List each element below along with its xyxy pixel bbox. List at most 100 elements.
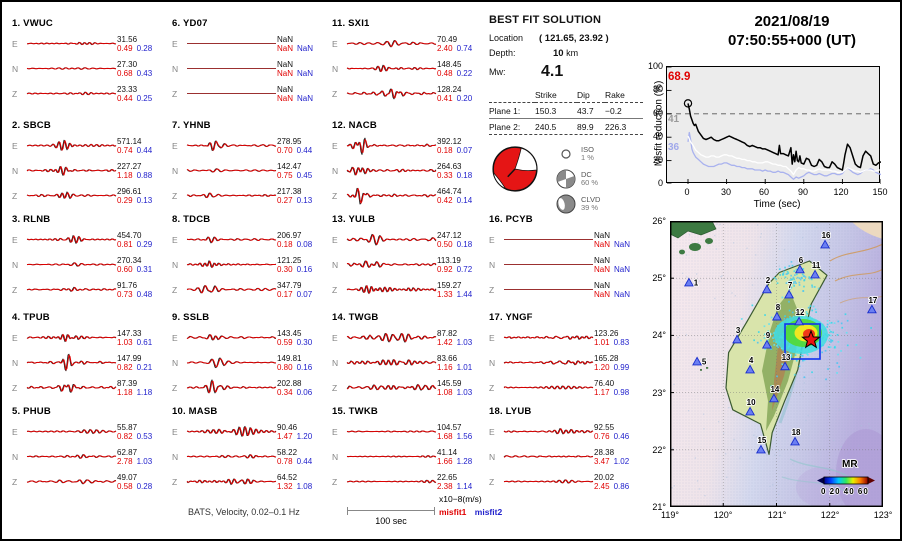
waveform-trace xyxy=(346,455,437,458)
channel-values: 464.74 0.42 0.14 xyxy=(437,187,485,205)
waveform-trace xyxy=(187,92,276,95)
channel-label: N xyxy=(332,451,339,462)
channel-values: 23.33 0.44 0.25 xyxy=(117,85,165,103)
amplitude-value: 91.76 xyxy=(117,280,138,290)
misfit1-value: 0.30 xyxy=(277,264,293,274)
station-panel-yhnb: 7. YHNB E 278.95 0.70 0.44 N 142.47 0.75 0.45 Z 21… xyxy=(172,120,326,208)
event-title: 2021/08/19 07:50:55+000 (UT) xyxy=(690,12,894,50)
waveform-trace xyxy=(504,263,593,266)
misfit2-value: NaN xyxy=(614,239,631,249)
waveform-trace xyxy=(186,454,277,459)
amplitude-value: 23.33 xyxy=(117,84,138,94)
misfit1-value: 0.34 xyxy=(277,387,293,397)
amplitude-value: 149.81 xyxy=(277,353,302,363)
channel-label: Z xyxy=(12,382,18,393)
station-title: 7. YHNB xyxy=(172,120,211,131)
channel-label: Z xyxy=(172,476,178,487)
channel-row-e: E 143.45 0.59 0.30 xyxy=(172,325,326,350)
misfit1-value: 0.81 xyxy=(117,239,133,249)
channel-label: E xyxy=(332,332,338,343)
channel-values: 28.38 3.47 1.02 xyxy=(594,448,642,466)
channel-label: Z xyxy=(332,190,338,201)
waveform-trace xyxy=(26,454,117,459)
amplitude-value: 165.28 xyxy=(594,353,619,363)
channel-values: 92.55 0.76 0.46 xyxy=(594,423,642,441)
station-title: 14. TWGB xyxy=(332,312,379,323)
channel-row-z: Z 87.39 1.18 1.18 xyxy=(12,375,166,400)
channel-label: Z xyxy=(332,284,338,295)
station-panel-tdcb: 8. TDCB E 206.97 0.18 0.08 N 121.25 0.30 0.16 Z 34… xyxy=(172,214,326,302)
station-panel-sslb: 9. SSLB E 143.45 0.59 0.30 N 149.81 0.80 0.16 Z 20… xyxy=(172,312,326,400)
misfit1-value: 2.38 xyxy=(437,481,453,491)
channel-label: Z xyxy=(489,382,495,393)
channel-values: 76.40 1.17 0.98 xyxy=(594,379,642,397)
waveform-trace xyxy=(346,333,437,343)
amplitude-value: 227.27 xyxy=(117,161,142,171)
misfit1-value: 1.68 xyxy=(437,431,453,441)
plane2-rake: 226.3 xyxy=(605,118,643,134)
waveform-trace xyxy=(186,140,277,152)
waveform-trace xyxy=(26,139,117,151)
channel-label: N xyxy=(332,259,339,270)
amplitude-value: 147.33 xyxy=(117,328,142,338)
misfit2-value: 1.02 xyxy=(613,456,630,466)
plane2-dip: 89.9 xyxy=(577,118,605,134)
channel-row-n: N 62.87 2.78 1.03 xyxy=(12,444,166,469)
misfit2-value: 1.20 xyxy=(296,431,313,441)
channel-values: 347.79 0.17 0.07 xyxy=(277,281,325,299)
misfit1-value: 1.01 xyxy=(594,337,610,347)
misfit1-value: 0.18 xyxy=(277,239,293,249)
station-title: 17. YNGF xyxy=(489,312,533,323)
channel-values: 247.12 0.50 0.18 xyxy=(437,231,485,249)
waveform-trace xyxy=(503,385,594,390)
misfit2-value: 0.86 xyxy=(613,481,630,491)
misfit1-value: NaN xyxy=(594,239,611,249)
waveform-trace xyxy=(346,359,437,366)
amplitude-value: 28.38 xyxy=(594,447,615,457)
channel-label: E xyxy=(172,234,178,245)
amplitude-value: 206.97 xyxy=(277,230,302,240)
misfit2-value: 0.13 xyxy=(296,195,313,205)
misfit2-value: 1.01 xyxy=(456,362,473,372)
channel-row-n: N 27.30 0.68 0.43 xyxy=(12,56,166,81)
channel-label: N xyxy=(332,357,339,368)
channel-label: E xyxy=(332,38,338,49)
misfit1-value: 0.76 xyxy=(594,431,610,441)
channel-values: 90.46 1.47 1.20 xyxy=(277,423,325,441)
misfit2-value: 0.07 xyxy=(296,289,313,299)
svg-text:2: 2 xyxy=(766,276,771,285)
channel-row-e: E 571.14 0.74 0.44 xyxy=(12,133,166,158)
svg-text:8: 8 xyxy=(776,303,781,312)
svg-text:4: 4 xyxy=(749,356,754,365)
misfit-x-axis-label: Time (sec) xyxy=(753,199,801,210)
misfit2-value: NaN xyxy=(297,68,314,78)
amplitude-value: 202.88 xyxy=(277,378,302,388)
misfit2-value: 0.99 xyxy=(613,362,630,372)
data-caption: BATS, Velocity, 0.02–0.1 Hz xyxy=(188,507,300,517)
misfit2-value: 0.44 xyxy=(296,145,313,155)
channel-label: Z xyxy=(172,88,178,99)
channel-row-z: Z 64.52 1.32 1.08 xyxy=(172,469,326,494)
waveform-trace xyxy=(186,379,277,394)
misfit2-value: 1.44 xyxy=(456,289,473,299)
amplitude-value: 31.56 xyxy=(117,34,138,44)
station-title: 13. YULB xyxy=(332,214,376,225)
channel-row-e: E 104.57 1.68 1.56 xyxy=(332,419,486,444)
station-panel-nacb: 12. NACB E 392.12 0.18 0.07 N 264.63 0.33 0.18 Z 4… xyxy=(332,120,486,208)
time-scale-bar xyxy=(347,507,435,515)
scale-bar-label: 100 sec xyxy=(375,516,407,526)
station-panel-pcyb: 16. PCYB E NaN NaN NaN N NaN NaN NaN Z NaN NaN NaN xyxy=(489,214,643,302)
svg-text:7: 7 xyxy=(788,281,793,290)
misfit2-value: 0.14 xyxy=(456,195,473,205)
amplitude-value: 142.47 xyxy=(277,161,302,171)
mw-value: 4.1 xyxy=(541,63,564,80)
waveform-trace xyxy=(186,284,277,294)
channel-values: NaN NaN NaN xyxy=(277,85,325,103)
solution-heading: BEST FIT SOLUTION xyxy=(489,14,602,26)
misfit1-value: 1.18 xyxy=(117,387,133,397)
amplitude-value: NaN xyxy=(594,255,611,265)
svg-text:14: 14 xyxy=(770,385,779,394)
amplitude-value: 92.55 xyxy=(594,422,615,432)
depth-label: Depth: xyxy=(489,48,516,58)
waveform-trace xyxy=(26,383,117,393)
